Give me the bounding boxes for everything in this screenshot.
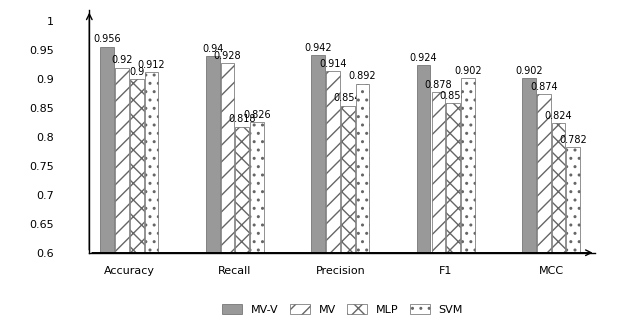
Text: 0.892: 0.892 — [349, 72, 376, 81]
Bar — [356, 84, 369, 324]
Bar — [552, 123, 565, 324]
Text: 0.818: 0.818 — [228, 114, 256, 124]
Bar — [566, 147, 580, 324]
Text: 0.924: 0.924 — [410, 53, 437, 63]
Text: 0.878: 0.878 — [424, 80, 452, 89]
Bar — [145, 72, 158, 324]
Text: 0.928: 0.928 — [214, 51, 241, 61]
Text: 0.942: 0.942 — [305, 42, 332, 52]
Bar — [206, 56, 220, 324]
Bar — [537, 94, 550, 324]
Legend: MV-V, MV, MLP, SVM: MV-V, MV, MLP, SVM — [216, 298, 468, 320]
Bar — [236, 127, 249, 324]
Bar — [326, 71, 340, 324]
Text: 0.902: 0.902 — [454, 66, 482, 76]
Text: 0.914: 0.914 — [319, 59, 347, 69]
Bar — [130, 79, 143, 324]
Bar — [522, 78, 536, 324]
Text: 0.956: 0.956 — [93, 34, 121, 44]
Text: 0.858: 0.858 — [439, 91, 467, 101]
Bar — [221, 63, 234, 324]
Text: 0.94: 0.94 — [202, 44, 223, 54]
Bar — [417, 65, 431, 324]
Text: 0.854: 0.854 — [334, 93, 362, 103]
Bar — [446, 103, 460, 324]
Bar — [115, 68, 129, 324]
Text: 0.912: 0.912 — [138, 60, 165, 70]
Text: 0.782: 0.782 — [559, 135, 588, 145]
Text: 0.824: 0.824 — [545, 111, 572, 121]
Text: 0.9: 0.9 — [129, 67, 145, 77]
Bar — [461, 78, 475, 324]
Bar — [250, 122, 264, 324]
Text: 0.826: 0.826 — [243, 110, 271, 120]
Bar — [341, 106, 355, 324]
Text: 0.92: 0.92 — [111, 55, 132, 65]
Text: 0.874: 0.874 — [530, 82, 557, 92]
Text: 0.902: 0.902 — [515, 66, 543, 76]
Bar — [100, 47, 114, 324]
Bar — [431, 92, 445, 324]
Bar — [311, 55, 325, 324]
